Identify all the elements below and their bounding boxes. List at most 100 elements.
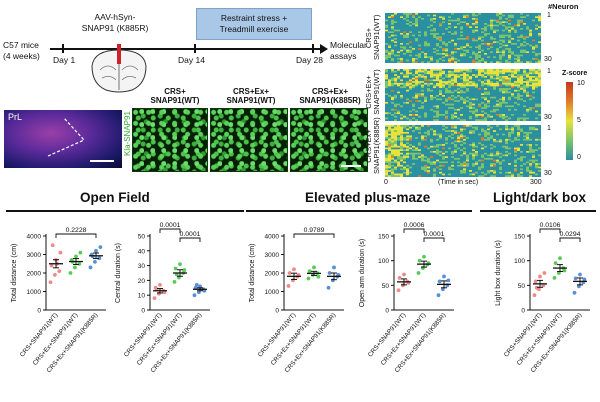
timeline-arrow-line xyxy=(50,48,322,50)
data-point-1-1-3 xyxy=(173,266,178,271)
data-point-2-1-0 xyxy=(306,276,311,281)
heatmap-group-label-3: CRS+Ex+ SNAP91(K885R) xyxy=(364,117,381,174)
y-tick-label-3-3: 150 xyxy=(378,234,389,241)
data-point-4-0-4 xyxy=(538,274,542,279)
mice-line-2: (4 weeks) xyxy=(3,51,40,61)
data-point-0-2-1 xyxy=(93,260,97,264)
colorbar xyxy=(566,82,573,160)
micro-title-2a: CRS+Ex+ xyxy=(232,87,270,96)
section-rule-light-dark-box xyxy=(480,210,596,212)
micro-title-1: CRS+ SNAP91(WT) xyxy=(143,87,207,105)
data-point-3-1-0 xyxy=(416,271,421,275)
data-point-3-2-3 xyxy=(437,279,442,284)
day14-label: Day 14 xyxy=(178,55,205,65)
comparison-bracket-1-0 xyxy=(159,228,181,233)
data-point-1-2-1 xyxy=(197,290,201,295)
colorbar-tick-10: 10 xyxy=(577,80,585,87)
p-value-1-0: 0.0001 xyxy=(160,222,181,229)
data-point-3-0-0 xyxy=(396,288,401,293)
micro-title-2b: SNAP91(WT) xyxy=(226,96,276,105)
data-point-3-2-5 xyxy=(446,278,451,283)
data-point-1-2-4 xyxy=(198,284,202,289)
data-point-1-1-0 xyxy=(172,279,177,284)
y-tick-label-4-1: 50 xyxy=(518,283,526,290)
prl-overview-image: PrL xyxy=(4,110,122,168)
y-axis-label-3: Open arm duration (s) xyxy=(359,239,366,307)
data-point-4-2-3 xyxy=(573,276,578,281)
section-title-elevated-plus-maze: Elevated plus-maze xyxy=(305,190,431,205)
y-tick-label-2-2: 2000 xyxy=(265,271,280,278)
data-point-0-0-6 xyxy=(50,243,55,248)
data-point-2-2-4 xyxy=(332,265,336,270)
comparison-bracket-3-0 xyxy=(403,228,425,233)
comparison-bracket-1-1 xyxy=(179,237,201,242)
data-point-4-2-1 xyxy=(577,284,581,289)
y-tick-label-1-0: 0 xyxy=(141,308,145,315)
micrograph-crs-wt xyxy=(132,108,208,172)
data-point-0-1-5 xyxy=(78,250,83,255)
data-point-1-1-5 xyxy=(182,268,187,272)
prl-region-outline xyxy=(47,117,86,157)
y-tick-label-2-3: 3000 xyxy=(265,252,280,259)
y-tick-label-3-0: 0 xyxy=(385,308,389,315)
micro-scale-bar xyxy=(341,165,361,167)
data-point-0-0-3 xyxy=(49,263,54,268)
section-title-open-field: Open Field xyxy=(80,190,150,205)
data-point-4-0-5 xyxy=(542,271,547,275)
micrograph-crs-ex-k885r xyxy=(290,108,368,172)
y-axis-label-1: Central duration (s) xyxy=(115,243,122,303)
data-point-0-1-1 xyxy=(73,265,77,270)
micrograph-crs-ex-wt xyxy=(210,108,288,172)
micro-title-1a: CRS+ xyxy=(164,87,186,96)
section-rule-elevated-plus-maze xyxy=(246,210,472,212)
comparison-bracket-3-1 xyxy=(423,237,445,242)
data-point-4-1-0 xyxy=(552,276,557,280)
virus-line-1: AAV-hSyn- xyxy=(94,12,136,22)
data-point-4-2-0 xyxy=(572,290,577,295)
hm-2-bottom: 30 xyxy=(544,114,552,121)
y-axis-label-4: Light box duration (s) xyxy=(495,240,502,306)
data-point-2-2-0 xyxy=(326,285,331,290)
data-point-3-2-1 xyxy=(441,287,445,292)
data-point-2-1-5 xyxy=(316,274,321,279)
data-point-0-2-0 xyxy=(88,265,93,270)
data-point-2-0-0 xyxy=(286,284,291,288)
y-tick-label-1-3: 30 xyxy=(138,263,146,270)
heatmap-raster-3 xyxy=(385,125,542,178)
day1-label: Day 1 xyxy=(53,55,76,65)
data-point-3-1-4 xyxy=(422,254,426,259)
y-axis-label-0: Total distance (cm) xyxy=(11,244,18,303)
section-rule-open-field xyxy=(6,210,244,212)
prl-label: PrL xyxy=(8,112,23,122)
assays-label: Molecular assays xyxy=(330,40,367,62)
heatmap-group-label-2: CRS+Ex+ SNAP91(WT) xyxy=(364,69,381,115)
hm-x-tick-0: 0 xyxy=(384,179,388,186)
heatmap-group-label-1: CRS+ SNAP91(WT) xyxy=(364,14,381,60)
p-value-4-0: 0.0106 xyxy=(540,222,561,229)
colorbar-tick-0: 0 xyxy=(577,154,581,161)
data-point-3-0-3 xyxy=(397,276,402,280)
y-tick-label-1-4: 40 xyxy=(138,248,146,255)
mice-label: C57 mice (4 weeks) xyxy=(3,40,40,62)
data-point-4-1-5 xyxy=(562,268,567,273)
micro-title-1b: SNAP91(WT) xyxy=(150,96,200,105)
data-point-1-1-4 xyxy=(178,262,182,267)
heatmap-raster-1 xyxy=(385,13,542,64)
data-point-4-0-0 xyxy=(532,293,537,298)
y-tick-label-4-3: 150 xyxy=(514,234,525,241)
y-tick-label-4-2: 100 xyxy=(514,258,525,265)
colorbar-title: Z-score xyxy=(562,70,588,77)
p-value-2-0: 0.9789 xyxy=(304,227,325,234)
neuron-header: #Neuron xyxy=(548,2,579,11)
y-tick-label-2-0: 0 xyxy=(275,308,279,315)
data-point-0-0-5 xyxy=(58,250,63,255)
y-tick-label-4-0: 0 xyxy=(521,308,525,315)
y-tick-label-3-2: 100 xyxy=(378,258,389,265)
hm-label-1b: SNAP91(WT) xyxy=(372,14,381,60)
brain-diagram xyxy=(91,44,147,93)
data-point-4-0-3 xyxy=(533,279,538,284)
y-tick-label-2-4: 4000 xyxy=(265,234,280,241)
virus-line-2: SNAP91 (K885R) xyxy=(81,23,149,33)
data-point-2-1-3 xyxy=(307,269,312,274)
data-point-0-2-2 xyxy=(97,256,102,261)
